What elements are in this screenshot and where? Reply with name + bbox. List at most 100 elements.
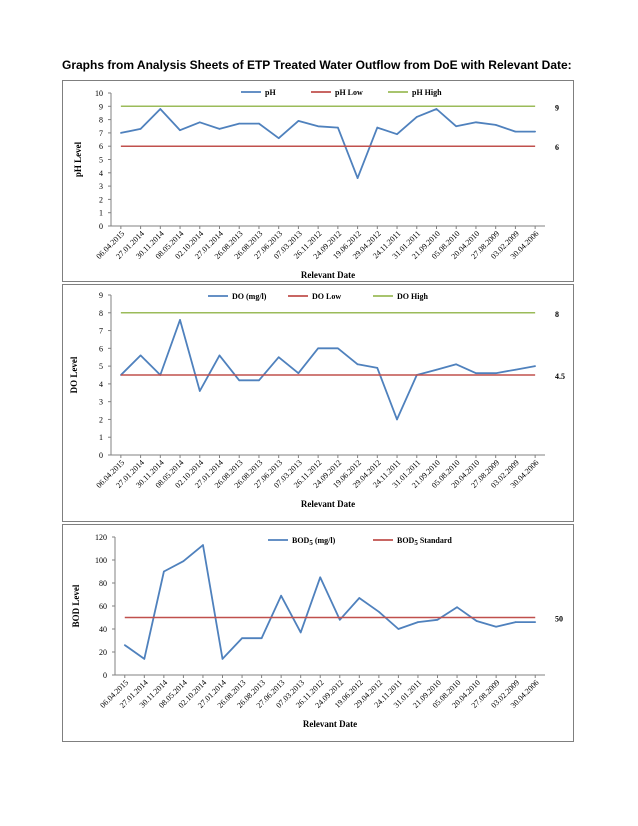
data-point	[514, 621, 517, 623]
data-point	[179, 319, 181, 321]
data-point	[317, 125, 319, 128]
legend-label: DO Low	[312, 292, 341, 301]
data-point	[436, 619, 439, 621]
y-tick-label: 0	[103, 671, 107, 680]
data-point	[534, 365, 536, 367]
y-tick-label: 4	[99, 169, 103, 178]
data-point	[376, 126, 379, 129]
legend-label: DO (mg/l)	[232, 292, 267, 301]
data-point	[514, 130, 517, 133]
data-point	[297, 120, 300, 122]
bod-chart: 0 20 40 60 80 100 120 06.04.2015 27.01.2014 30.11…	[62, 524, 574, 742]
data-point	[238, 379, 241, 382]
y-axis-title: pH Level	[73, 141, 83, 177]
ph-chart: 0 1 2 3 4 5 6 7 8 9 10 06.04.2015 27.01.2014 30.11.20…	[62, 80, 574, 282]
y-tick-label: 60	[99, 602, 107, 611]
data-point	[218, 128, 221, 130]
data-point	[143, 658, 146, 660]
data-point	[494, 372, 497, 375]
data-point	[417, 621, 419, 623]
y-tick-label: 2	[99, 195, 103, 204]
data-point	[396, 133, 398, 136]
threshold-label: 4.5	[555, 372, 565, 381]
data-point	[319, 576, 322, 579]
data-point	[435, 368, 438, 371]
data-point	[455, 363, 458, 366]
data-point	[337, 126, 339, 129]
legend-label: DO High	[397, 292, 428, 301]
data-point	[159, 108, 162, 110]
y-tick-label: 8	[99, 309, 103, 318]
legend-label: pH Low	[335, 88, 363, 97]
y-tick-label: 9	[99, 102, 103, 111]
data-point	[455, 125, 458, 128]
y-tick-label: 0	[99, 222, 103, 231]
data-point	[258, 122, 260, 125]
data-point	[356, 177, 359, 179]
data-point	[534, 130, 536, 133]
data-point	[241, 637, 243, 639]
data-point	[534, 621, 537, 623]
data-point	[258, 379, 260, 382]
data-point	[198, 121, 201, 124]
series-line-bod5-mg-l-	[124, 544, 536, 660]
data-point	[495, 625, 497, 628]
y-tick-label: 5	[99, 362, 103, 371]
legend-label: BOD5 Standard	[397, 536, 452, 547]
data-point	[415, 116, 418, 118]
series-line-do-mg-l-	[120, 319, 536, 421]
data-point	[139, 128, 142, 130]
data-point	[475, 372, 477, 375]
data-point	[514, 368, 517, 371]
y-axis-title: BOD Level	[71, 584, 81, 627]
data-point	[378, 610, 380, 613]
y-tick-label: 120	[95, 533, 107, 542]
data-point	[238, 122, 241, 125]
data-point	[337, 347, 339, 350]
data-point	[475, 121, 477, 124]
y-tick-label: 7	[99, 327, 103, 336]
series-line-ph	[120, 108, 536, 179]
data-point	[198, 390, 201, 392]
bod-chart-svg: 02040608010012006.04.201527.01.201430.11…	[71, 533, 563, 729]
legend-label: BOD5 (mg/l)	[292, 536, 336, 547]
y-tick-label: 3	[99, 398, 103, 407]
legend-label: pH High	[412, 88, 442, 97]
y-tick-label: 100	[95, 556, 107, 565]
y-tick-label: 1	[99, 209, 103, 218]
data-point	[202, 544, 204, 546]
do-chart-svg: 012345678906.04.201527.01.201430.11.2014…	[69, 291, 565, 509]
x-axis-title: Relevant Date	[301, 499, 355, 509]
legend-label: pH	[265, 88, 276, 97]
y-tick-label: 7	[99, 129, 103, 138]
data-point	[163, 570, 165, 573]
data-point	[475, 620, 478, 622]
y-axis-title: DO Level	[69, 356, 79, 393]
data-point	[397, 628, 400, 630]
y-tick-label: 8	[99, 116, 103, 125]
data-point	[356, 363, 359, 366]
data-point	[494, 124, 497, 126]
data-point	[376, 367, 379, 369]
do-chart: 0 1 2 3 4 5 6 7 8 9 06.04.2015 27.01.2014 30.11.2014…	[62, 284, 574, 522]
y-tick-label: 5	[99, 156, 103, 165]
threshold-label: 8	[555, 310, 559, 319]
y-tick-label: 0	[99, 451, 103, 460]
y-tick-label: 6	[99, 142, 103, 151]
data-point	[317, 347, 319, 350]
data-point	[396, 418, 398, 421]
threshold-label: 6	[555, 143, 559, 152]
data-point	[179, 129, 181, 132]
y-tick-label: 20	[99, 648, 107, 657]
data-point	[435, 108, 438, 110]
data-point	[297, 372, 300, 375]
data-point	[120, 132, 122, 134]
y-tick-label: 2	[99, 415, 103, 424]
y-tick-label: 6	[99, 344, 103, 353]
y-tick-label: 1	[99, 433, 103, 442]
y-tick-label: 40	[99, 625, 107, 634]
y-tick-label: 3	[99, 182, 103, 191]
threshold-label: 9	[555, 103, 559, 112]
y-tick-label: 4	[99, 380, 103, 389]
data-point	[277, 356, 280, 359]
